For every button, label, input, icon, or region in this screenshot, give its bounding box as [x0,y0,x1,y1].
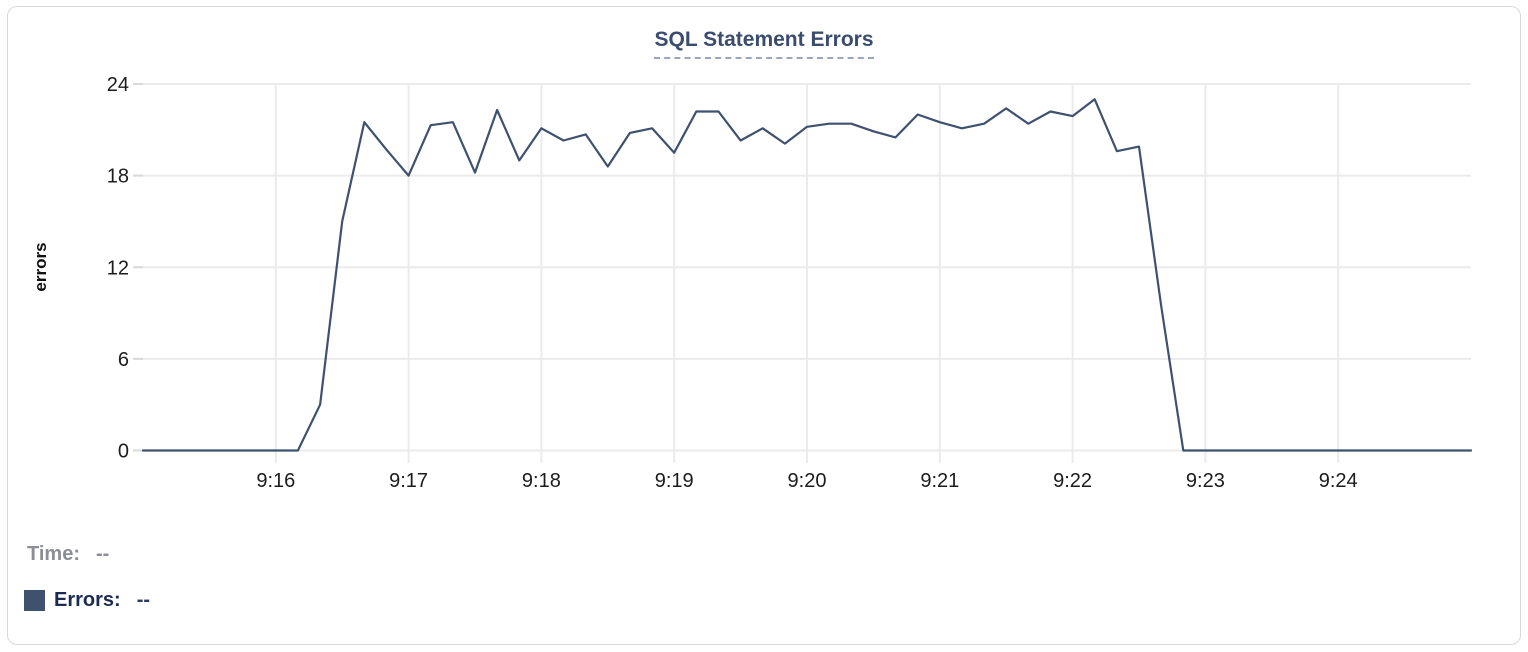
y-tick-label: 6 [118,349,129,371]
chart-card [7,6,1521,645]
chart-title[interactable]: SQL Statement Errors [654,28,874,59]
y-tick-label: 18 [107,166,129,188]
legend-time-value: -- [95,542,110,565]
x-tick-label: 9:20 [788,470,827,492]
legend-time-label: Time: [27,542,80,565]
errors-series-swatch [24,589,45,611]
y-tick-label: 24 [107,74,129,96]
x-tick-label: 9:16 [256,470,295,492]
chart-legend: Time: -- Errors: -- [24,542,150,634]
legend-errors-value: -- [136,588,151,611]
errors-series-line [141,98,1473,452]
x-tick-label: 9:19 [655,470,694,492]
errors-line-chart[interactable]: 0 6 12 18 24 9:16 9:17 9:18 9:19 9:20 9:21 9:22 9:23… [0,0,1528,512]
legend-time-row: Time: -- [24,542,150,566]
x-tick-label: 9:24 [1319,470,1358,492]
x-tick-label: 9:18 [522,470,561,492]
chart-title-row: SQL Statement Errors [0,28,1528,59]
y-tick-label: 12 [107,257,129,279]
x-tick-label: 9:22 [1053,470,1092,492]
x-tick-label: 9:17 [389,470,428,492]
legend-errors-label: Errors: [54,588,121,611]
y-axis-title: errors [31,242,50,291]
y-tick-label: 0 [118,441,129,463]
legend-errors-row: Errors: -- [24,588,150,612]
x-tick-label: 9:23 [1186,470,1225,492]
x-tick-label: 9:21 [920,470,959,492]
